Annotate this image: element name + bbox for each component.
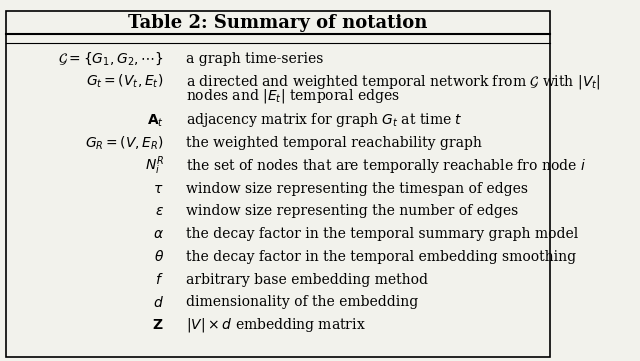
Text: $G_R = (V, E_R)$: $G_R = (V, E_R)$: [84, 134, 164, 152]
Text: $\theta$: $\theta$: [154, 249, 164, 264]
Text: the set of nodes that are temporally reachable fro node $i$: the set of nodes that are temporally rea…: [186, 157, 586, 175]
Text: arbitrary base embedding method: arbitrary base embedding method: [186, 273, 428, 287]
Text: $\epsilon$: $\epsilon$: [155, 204, 164, 218]
Text: window size representing the number of edges: window size representing the number of e…: [186, 204, 518, 218]
Text: $f$: $f$: [155, 272, 164, 287]
Text: $\tau$: $\tau$: [154, 182, 164, 196]
Text: the weighted temporal reachability graph: the weighted temporal reachability graph: [186, 136, 482, 150]
Text: $\mathcal{G} = \{G_1, G_2, \cdots\}$: $\mathcal{G} = \{G_1, G_2, \cdots\}$: [58, 51, 164, 68]
Text: $\alpha$: $\alpha$: [153, 227, 164, 241]
Text: the decay factor in the temporal summary graph model: the decay factor in the temporal summary…: [186, 227, 579, 241]
Text: nodes and $|E_t|$ temporal edges: nodes and $|E_t|$ temporal edges: [186, 87, 399, 105]
Text: $\mathbf{A}_t$: $\mathbf{A}_t$: [147, 112, 164, 129]
Text: adjacency matrix for graph $G_t$ at time $t$: adjacency matrix for graph $G_t$ at time…: [186, 112, 463, 129]
FancyBboxPatch shape: [6, 11, 550, 357]
Text: $G_t = (V_t, E_t)$: $G_t = (V_t, E_t)$: [86, 73, 164, 91]
Text: dimensionality of the embedding: dimensionality of the embedding: [186, 295, 419, 309]
Text: $d$: $d$: [153, 295, 164, 310]
Text: Table 2: Summary of notation: Table 2: Summary of notation: [128, 14, 428, 32]
Text: $\mathbf{Z}$: $\mathbf{Z}$: [152, 318, 164, 332]
Text: window size representing the timespan of edges: window size representing the timespan of…: [186, 182, 528, 196]
Text: a directed and weighted temporal network from $\mathcal{G}$ with $|V_t|$: a directed and weighted temporal network…: [186, 73, 600, 91]
Text: $|V| \times d$ embedding matrix: $|V| \times d$ embedding matrix: [186, 316, 365, 334]
Text: $N_i^R$: $N_i^R$: [145, 155, 164, 177]
Text: a graph time-series: a graph time-series: [186, 52, 323, 66]
Text: the decay factor in the temporal embedding smoothing: the decay factor in the temporal embeddi…: [186, 250, 576, 264]
